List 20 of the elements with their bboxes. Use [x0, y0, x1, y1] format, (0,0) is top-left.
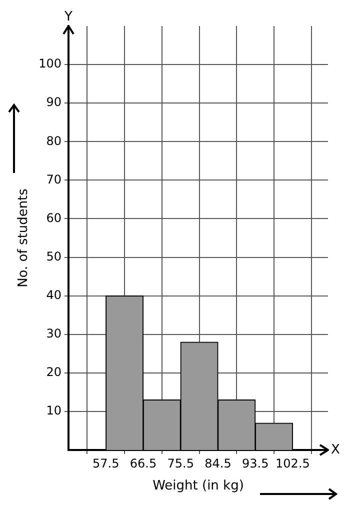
x-tick-label: 66.5 [130, 456, 157, 470]
y-tick-label: 60 [46, 210, 62, 225]
x-tick-label: 93.5 [242, 456, 269, 470]
y-tick-label: 100 [38, 56, 62, 71]
y-tick-label: 40 [46, 288, 62, 302]
y-tick-label: 20 [46, 365, 62, 380]
text: Y [64, 9, 73, 24]
x-tick-label: 102.5 [276, 456, 310, 470]
y-tick-label: 80 [46, 134, 62, 148]
text: X [331, 442, 340, 458]
x-tick-label: 84.5 [204, 456, 232, 470]
y-axis-title: No. of students [16, 188, 32, 288]
y-tick-label: 30 [46, 326, 62, 340]
y-tick-label: 50 [46, 249, 62, 264]
x-axis-title: Weight (in kg) [152, 478, 244, 494]
y-tick-label: 70 [46, 172, 62, 186]
y-tick-label: 10 [46, 404, 62, 418]
y-tick-label: 90 [46, 95, 62, 110]
x-tick-label: 75.5 [167, 456, 194, 470]
x-tick-label: 57.5 [92, 456, 120, 470]
